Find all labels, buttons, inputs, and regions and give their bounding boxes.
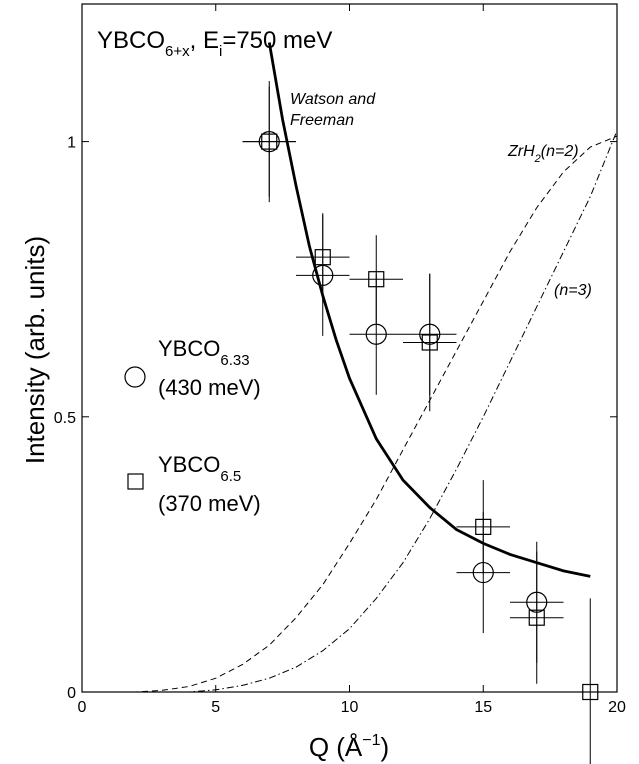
legend: YBCO6.33 (430 meV) YBCO6.5 (370 meV) xyxy=(124,336,261,516)
x-tick-label: 0 xyxy=(78,699,87,716)
y-tick-label: 0 xyxy=(67,685,76,702)
y-tick-label: 1 xyxy=(67,135,76,152)
x-tick-label: 15 xyxy=(474,699,492,716)
watson-freeman-curve xyxy=(267,42,591,578)
axis-ticks: 0 5 10 15 20 0 0.5 1 xyxy=(54,4,626,716)
legend-series1-energy: (430 meV) xyxy=(158,375,261,400)
legend-marker-square xyxy=(127,473,144,490)
data-point-square xyxy=(475,518,492,535)
zrh2-n2-curve xyxy=(82,135,618,693)
data-point-square xyxy=(528,609,545,626)
data-point-square xyxy=(314,249,331,266)
data-point-square xyxy=(261,133,278,150)
model-curves xyxy=(82,42,618,693)
data-point-square xyxy=(368,271,385,288)
n3-curve xyxy=(82,130,618,693)
x-tick-label: 5 xyxy=(211,699,220,716)
y-axis-title: Intensity (arb. units) xyxy=(20,236,50,464)
watson-freeman-label: Watson and xyxy=(290,91,376,108)
legend-series1-label: YBCO6.33 xyxy=(158,336,250,369)
zrh2-n2-label: ZrH2(n=2) xyxy=(507,143,579,165)
n3-label: (n=3) xyxy=(554,282,592,299)
legend-series2-energy: (370 meV) xyxy=(158,491,261,516)
y-tick-label: 0.5 xyxy=(54,410,76,427)
chart-title: YBCO6+x, Ei=750 meV xyxy=(97,27,332,60)
data-point-square xyxy=(421,334,438,351)
x-tick-label: 20 xyxy=(608,699,626,716)
watson-freeman-label-line2: Freeman xyxy=(290,112,354,129)
data-point-circle xyxy=(365,323,387,345)
legend-marker-circle xyxy=(124,366,146,388)
legend-series2-label: YBCO6.5 xyxy=(158,452,241,485)
data-point-square xyxy=(582,683,599,701)
data-points xyxy=(242,81,599,764)
x-axis-title: Q (Å−1) xyxy=(309,732,389,762)
x-tick-label: 10 xyxy=(341,699,359,716)
